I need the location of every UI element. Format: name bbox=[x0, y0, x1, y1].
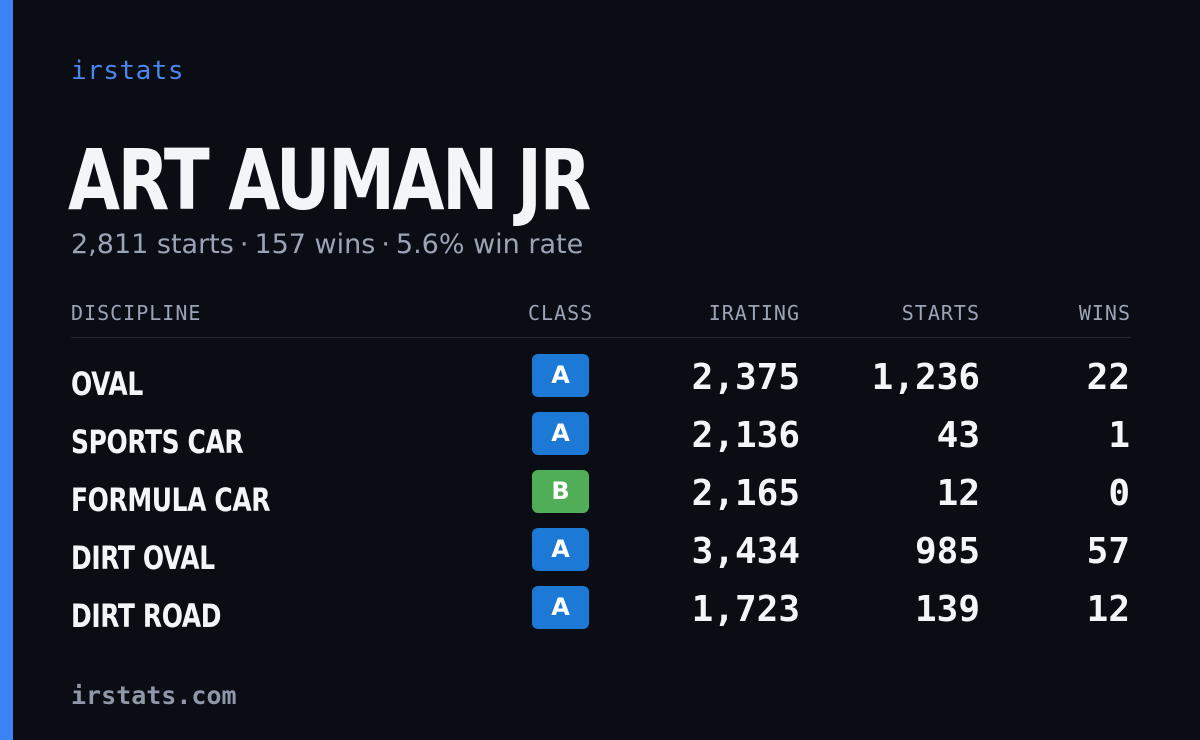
header-irating: IRATING bbox=[708, 301, 800, 325]
table-row: OVAL A 2,375 1,236 22 bbox=[71, 350, 1131, 408]
header-starts: STARTS bbox=[901, 301, 980, 325]
starts-value: 985 bbox=[914, 531, 980, 572]
footer-url[interactable]: irstats.com bbox=[71, 681, 237, 710]
irating-value: 2,165 bbox=[691, 473, 800, 514]
discipline-name: DIRT ROAD bbox=[71, 597, 222, 635]
irating-value: 3,434 bbox=[691, 531, 800, 572]
wins-value: 57 bbox=[1086, 531, 1130, 572]
starts-value: 139 bbox=[914, 589, 980, 630]
brand-logo-text: irstats bbox=[71, 56, 185, 86]
accent-bar bbox=[0, 0, 13, 740]
wins-value: 22 bbox=[1086, 357, 1130, 398]
table-row: FORMULA CAR B 2,165 12 0 bbox=[71, 466, 1131, 524]
wins-summary: 157 wins bbox=[254, 229, 376, 260]
table-row: SPORTS CAR A 2,136 43 1 bbox=[71, 408, 1131, 466]
class-badge: B bbox=[532, 470, 589, 513]
table-header: DISCIPLINE CLASS IRATING STARTS WINS bbox=[71, 300, 1131, 338]
wins-value: 0 bbox=[1108, 473, 1130, 514]
player-summary: 2,811 starts · 157 wins · 5.6% win rate bbox=[71, 226, 583, 264]
discipline-name: FORMULA CAR bbox=[71, 481, 271, 519]
class-badge: A bbox=[532, 586, 589, 629]
discipline-name: DIRT OVAL bbox=[71, 539, 215, 577]
irating-value: 2,136 bbox=[691, 415, 800, 456]
header-class: CLASS bbox=[528, 301, 594, 325]
header-discipline: DISCIPLINE bbox=[71, 301, 202, 325]
table-row: DIRT OVAL A 3,434 985 57 bbox=[71, 524, 1131, 582]
summary-separator: · bbox=[381, 229, 390, 260]
starts-value: 1,236 bbox=[871, 357, 980, 398]
wins-value: 1 bbox=[1108, 415, 1130, 456]
discipline-name: SPORTS CAR bbox=[71, 423, 244, 461]
irating-value: 1,723 bbox=[691, 589, 800, 630]
discipline-name: OVAL bbox=[71, 365, 143, 403]
starts-summary: 2,811 starts bbox=[71, 229, 234, 260]
class-badge: A bbox=[532, 354, 589, 397]
starts-value: 12 bbox=[936, 473, 980, 514]
wins-value: 12 bbox=[1086, 589, 1130, 630]
win-rate-summary: 5.6% win rate bbox=[395, 229, 584, 260]
table-row: DIRT ROAD A 1,723 139 12 bbox=[71, 582, 1131, 640]
discipline-table: OVAL A 2,375 1,236 22 SPORTS CAR A 2,136… bbox=[71, 350, 1131, 640]
summary-separator: · bbox=[239, 229, 249, 260]
class-badge: A bbox=[532, 412, 589, 455]
class-badge: A bbox=[532, 528, 589, 571]
starts-value: 43 bbox=[936, 415, 980, 456]
player-name: ART AUMAN JR bbox=[68, 131, 591, 229]
irating-value: 2,375 bbox=[691, 357, 800, 398]
header-wins: WINS bbox=[1078, 301, 1131, 325]
